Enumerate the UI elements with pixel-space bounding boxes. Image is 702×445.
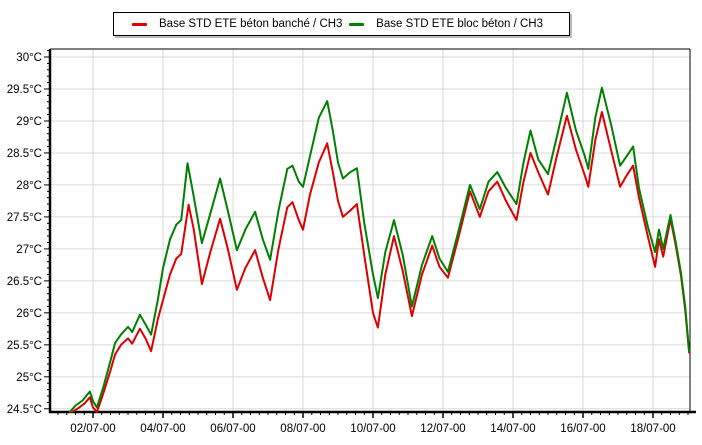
y-tick-label: 28.5°C [7,148,42,160]
series-line-beton-banche [71,111,691,413]
x-tick-label: 12/07-00 [420,423,465,435]
y-tick-label: 27°C [16,244,42,256]
red-line-swatch-icon [132,22,147,26]
y-tick-label: 25°C [16,372,42,384]
y-tick-label: 24.5°C [7,404,42,416]
y-tick-label: 30°C [16,52,42,64]
legend-entry-beton-banche[interactable]: Base STD ETE béton banché / CH3 [132,18,342,30]
legend-label: Base STD ETE béton banché / CH3 [159,18,343,30]
y-tick-label: 25.5°C [7,340,42,352]
series-line-bloc-beton [68,86,691,413]
x-tick-label: 16/07-00 [560,423,605,435]
y-tick-label: 29.5°C [7,84,42,96]
x-tick-label: 06/07-00 [210,423,255,435]
x-tick-label: 18/07-00 [630,423,675,435]
x-tick-label: 10/07-00 [350,423,395,435]
y-tick-label: 29°C [16,116,42,128]
y-tick-label: 26.5°C [7,276,42,288]
legend-label: Base STD ETE bloc béton / CH3 [376,18,543,30]
x-tick-label: 04/07-00 [140,423,185,435]
green-line-swatch-icon [349,22,365,26]
x-tick-label: 14/07-00 [490,423,535,435]
x-tick-label: 02/07-00 [70,423,115,435]
y-tick-label: 28°C [16,180,42,192]
x-tick-label: 08/07-00 [280,423,325,435]
legend-entry-bloc-beton[interactable]: Base STD ETE bloc béton / CH3 [349,18,543,30]
y-tick-label: 27.5°C [7,212,42,224]
legend-box: Base STD ETE béton banché / CH3 Base STD… [113,12,570,36]
y-tick-label: 26°C [16,308,42,320]
